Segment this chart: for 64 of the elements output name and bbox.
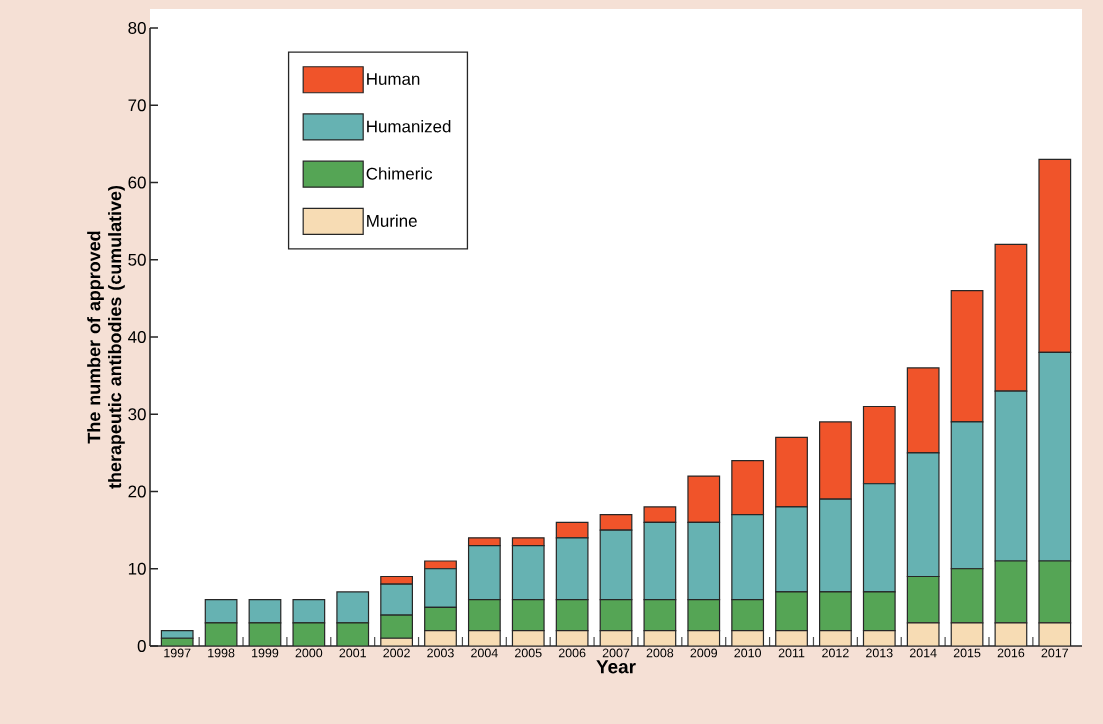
y-tick-label: 70 bbox=[128, 99, 146, 112]
x-tick-label: 2017 bbox=[1041, 648, 1069, 658]
bar bbox=[424, 606, 457, 632]
bar bbox=[599, 599, 633, 632]
bar bbox=[248, 599, 282, 624]
x-tick-label: 2002 bbox=[383, 648, 410, 658]
x-tick-label: 2006 bbox=[558, 648, 586, 658]
bar bbox=[819, 591, 852, 632]
x-axis-title: Year bbox=[596, 660, 636, 674]
x-tick-label: 1997 bbox=[164, 648, 191, 658]
x-tick-label: 2014 bbox=[909, 648, 937, 658]
bar bbox=[643, 599, 677, 632]
bar bbox=[950, 622, 984, 646]
y-tick-label: 50 bbox=[128, 253, 146, 266]
x-tick-label: 2000 bbox=[295, 648, 323, 658]
bar bbox=[380, 614, 413, 639]
bar bbox=[336, 622, 370, 646]
y-axis-title: The number of approved therapeutic antibodies (cumulative) bbox=[87, 185, 125, 489]
bar bbox=[1038, 622, 1072, 646]
bar bbox=[292, 622, 326, 646]
bar bbox=[204, 599, 238, 624]
x-tick-label: 1998 bbox=[208, 648, 235, 658]
x-tick-label: 2015 bbox=[953, 648, 981, 658]
bar bbox=[204, 622, 238, 646]
legend-label: Chimeric bbox=[366, 167, 433, 180]
x-tick-label: 2003 bbox=[427, 648, 454, 658]
x-tick-label: 1999 bbox=[252, 648, 279, 658]
bar bbox=[731, 599, 765, 632]
y-tick-label: 80 bbox=[128, 22, 146, 34]
y-tick-label: 20 bbox=[128, 485, 146, 498]
x-tick-label: 2005 bbox=[515, 648, 542, 658]
bar bbox=[336, 591, 370, 624]
bar bbox=[994, 560, 1028, 624]
x-tick-label: 2013 bbox=[866, 648, 893, 658]
x-tick-label: 2016 bbox=[997, 648, 1025, 658]
bar bbox=[292, 599, 326, 624]
x-tick-label: 2012 bbox=[822, 648, 849, 658]
bar bbox=[906, 622, 940, 646]
bar bbox=[775, 591, 808, 632]
bar bbox=[950, 568, 984, 624]
x-tick-label: 2009 bbox=[690, 648, 718, 658]
y-tick-label: 10 bbox=[128, 562, 146, 575]
bar bbox=[687, 599, 721, 632]
x-tick-label: 2004 bbox=[471, 648, 498, 658]
legend-label: Humanized bbox=[367, 120, 451, 133]
legend-label: Murine bbox=[367, 214, 417, 227]
y-tick-label: 0 bbox=[137, 640, 146, 652]
bar bbox=[994, 622, 1028, 646]
bar bbox=[248, 622, 282, 646]
x-tick-label: 2010 bbox=[734, 648, 761, 658]
bar bbox=[467, 599, 501, 632]
bar bbox=[906, 575, 940, 624]
bar bbox=[862, 591, 896, 632]
legend-label: Human bbox=[367, 73, 420, 85]
bar bbox=[555, 599, 589, 632]
x-tick-label: 2007 bbox=[602, 648, 630, 658]
bar bbox=[1038, 560, 1072, 624]
y-tick-label: 30 bbox=[128, 408, 146, 421]
x-tick-label: 2008 bbox=[646, 648, 674, 658]
x-tick-label: 2001 bbox=[339, 648, 366, 658]
bar bbox=[511, 599, 545, 632]
x-tick-label: 2011 bbox=[778, 648, 805, 658]
y-tick-label: 40 bbox=[128, 331, 146, 343]
y-tick-label: 60 bbox=[128, 176, 146, 189]
